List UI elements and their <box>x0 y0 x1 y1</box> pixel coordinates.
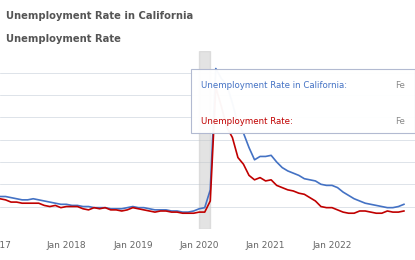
Bar <box>199 51 210 229</box>
Text: 2017: 2017 <box>0 241 12 250</box>
Text: Jan 2020: Jan 2020 <box>179 241 219 250</box>
Text: Unemployment Rate:: Unemployment Rate: <box>201 116 293 126</box>
Text: Jan 2018: Jan 2018 <box>46 241 86 250</box>
Text: Jan 2022: Jan 2022 <box>312 241 352 250</box>
Text: Fe: Fe <box>395 116 405 126</box>
Text: Unemployment Rate: Unemployment Rate <box>6 35 121 44</box>
Text: Fe: Fe <box>395 81 405 90</box>
FancyBboxPatch shape <box>191 69 415 133</box>
Text: Unemployment Rate in California: Unemployment Rate in California <box>6 11 193 21</box>
Text: Jan 2019: Jan 2019 <box>113 241 153 250</box>
Text: Unemployment Rate in California:: Unemployment Rate in California: <box>201 81 347 90</box>
Text: Jan 2021: Jan 2021 <box>246 241 286 250</box>
